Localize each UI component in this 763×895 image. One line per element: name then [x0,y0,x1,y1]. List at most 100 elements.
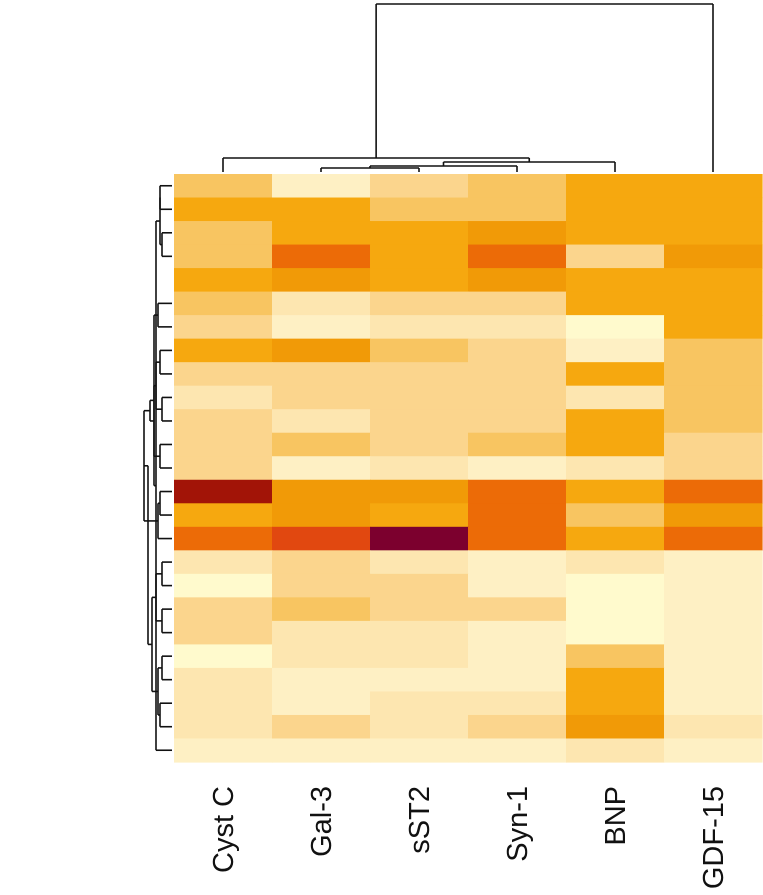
heatmap-cell-r21-c0 [174,667,273,693]
heatmap-cell-r22-c4 [566,691,665,716]
heatmap-cell-r11-c3 [468,432,567,457]
heatmap-cell-r20-c2 [370,644,469,669]
heatmap-cell-r24-c5 [664,738,763,763]
heatmap-cell-r17-c1 [272,573,371,598]
heatmap-cell-r13-c1 [272,479,371,504]
heatmap-cell-r22-c5 [664,691,763,716]
heatmap-cell-r2-c0 [174,221,273,246]
heatmap-cell-r9-c0 [174,385,273,410]
heatmap-cell-r6-c4 [566,315,665,340]
heatmap-cell-r21-c1 [272,667,371,693]
column-label-syn-1: Syn-1 [502,786,534,862]
heatmap-cell-r9-c4 [566,385,665,410]
column-dendrogram [222,3,714,172]
heatmap-cell-r1-c5 [664,197,763,222]
heatmap-cell-r19-c0 [174,620,273,645]
heatmap-cell-r22-c3 [468,691,567,716]
heatmap-cell-r16-c4 [566,550,665,575]
heatmap-cell-r21-c4 [566,667,665,693]
heatmap-cell-r24-c1 [272,738,371,763]
heatmap-cells [174,174,763,763]
heatmap-cell-r1-c3 [468,197,567,222]
heatmap-cell-r1-c0 [174,197,273,222]
heatmap-cell-r18-c3 [468,597,567,622]
heatmap-cell-r8-c3 [468,362,567,387]
heatmap-cell-r12-c0 [174,456,273,481]
heatmap-cell-r23-c2 [370,714,469,740]
row-dendrogram [143,184,172,752]
heatmap-cell-r7-c0 [174,338,273,363]
heatmap-cell-r14-c2 [370,503,469,528]
heatmap-cell-r13-c5 [664,479,763,504]
heatmap-cell-r23-c4 [566,714,665,740]
heatmap-cell-r7-c4 [566,338,665,363]
heatmap-cell-r11-c5 [664,432,763,457]
heatmap-cell-r8-c1 [272,362,371,387]
heatmap-cell-r7-c1 [272,338,371,363]
heatmap-cell-r13-c0 [174,479,273,504]
heatmap-cell-r21-c3 [468,667,567,693]
heatmap-cell-r20-c1 [272,644,371,669]
heatmap-cell-r8-c5 [664,362,763,387]
heatmap-cell-r16-c5 [664,550,763,575]
heatmap-cell-r17-c2 [370,573,469,598]
heatmap-cell-r5-c5 [664,291,763,316]
heatmap-cell-r3-c3 [468,244,567,269]
heatmap-cell-r10-c1 [272,409,371,434]
heatmap-cell-r12-c4 [566,456,665,481]
heatmap-cell-r14-c1 [272,503,371,528]
heatmap-cell-r19-c2 [370,620,469,645]
heatmap-cell-r20-c4 [566,644,665,669]
heatmap-cell-r4-c3 [468,268,567,293]
heatmap-cell-r19-c5 [664,620,763,645]
heatmap-cell-r8-c2 [370,362,469,387]
column-labels: Cyst C Gal-3 sST2 Syn-1 BNP GDF-15 [208,786,730,889]
heatmap-cell-r5-c4 [566,291,665,316]
heatmap-cell-r9-c1 [272,385,371,410]
heatmap-cell-r3-c5 [664,244,763,269]
heatmap-cell-r6-c0 [174,315,273,340]
heatmap-cell-r2-c4 [566,221,665,246]
heatmap-cell-r2-c5 [664,221,763,246]
heatmap-cell-r21-c5 [664,667,763,693]
heatmap-cell-r15-c4 [566,526,665,551]
heatmap-cell-r13-c2 [370,479,469,504]
heatmap-cell-r16-c2 [370,550,469,575]
heatmap-cell-r5-c1 [272,291,371,316]
heatmap-cell-r12-c5 [664,456,763,481]
heatmap-cell-r8-c4 [566,362,665,387]
heatmap-cell-r10-c5 [664,409,763,434]
heatmap-cell-r23-c0 [174,714,273,740]
heatmap-cell-r3-c2 [370,244,469,269]
heatmap-cell-r11-c0 [174,432,273,457]
heatmap-cell-r9-c5 [664,385,763,410]
heatmap-cell-r0-c5 [664,174,763,199]
heatmap-cell-r15-c5 [664,526,763,551]
heatmap-cell-r16-c1 [272,550,371,575]
heatmap-cell-r9-c2 [370,385,469,410]
heatmap-cell-r18-c2 [370,597,469,622]
heatmap-cell-r17-c5 [664,573,763,598]
heatmap-cell-r2-c1 [272,221,371,246]
heatmap-cell-r16-c0 [174,550,273,575]
heatmap-cell-r6-c5 [664,315,763,340]
heatmap-cell-r23-c1 [272,714,371,740]
heatmap-cell-r5-c2 [370,291,469,316]
heatmap-cell-r7-c5 [664,338,763,363]
heatmap-cell-r14-c4 [566,503,665,528]
heatmap-cell-r22-c1 [272,691,371,716]
heatmap-cell-r24-c0 [174,738,273,763]
heatmap-cell-r5-c3 [468,291,567,316]
heatmap-cell-r1-c2 [370,197,469,222]
column-label-gal-3: Gal-3 [306,786,338,857]
heatmap-cell-r12-c3 [468,456,567,481]
heatmap-cell-r14-c5 [664,503,763,528]
heatmap-cell-r4-c5 [664,268,763,293]
heatmap-cell-r19-c3 [468,620,567,645]
heatmap-cell-r4-c0 [174,268,273,293]
heatmap-cell-r11-c1 [272,432,371,457]
heatmap-cell-r6-c1 [272,315,371,340]
heatmap-cell-r24-c4 [566,738,665,763]
heatmap-cell-r1-c4 [566,197,665,222]
